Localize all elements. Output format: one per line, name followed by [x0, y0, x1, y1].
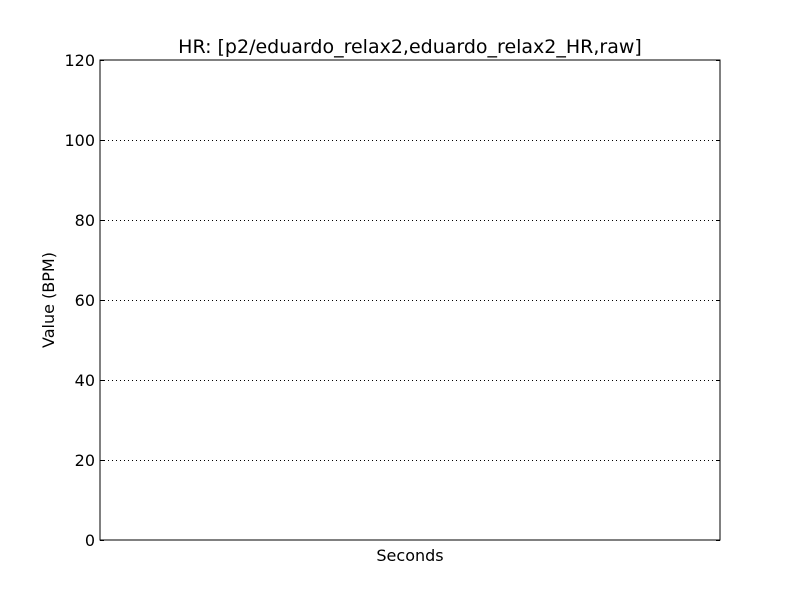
x-axis-label: Seconds: [376, 546, 443, 565]
y-axis-label: Value (BPM): [39, 252, 58, 348]
y-axis-ticks: 0 20 40 60 80 100 120: [64, 51, 720, 550]
y-tick-label: 40: [75, 371, 95, 390]
y-tick-label: 60: [75, 291, 95, 310]
y-tick-label: 0: [85, 531, 95, 550]
y-tick-label: 120: [64, 51, 95, 70]
y-tick-label: 80: [75, 211, 95, 230]
gridlines: [100, 140, 720, 461]
y-tick-label: 20: [75, 451, 95, 470]
chart-title: HR: [p2/eduardo_relax2,eduardo_relax2_HR…: [178, 36, 642, 58]
y-tick-label: 100: [64, 131, 95, 150]
